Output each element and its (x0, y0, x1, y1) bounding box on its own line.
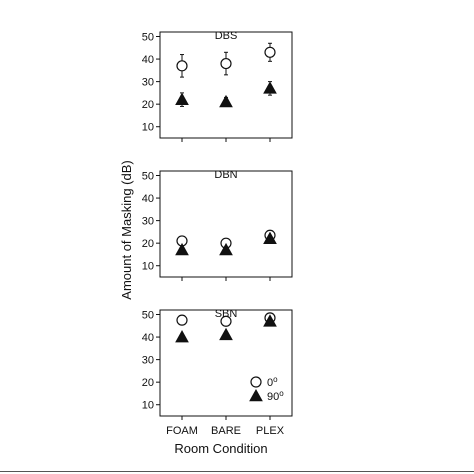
legend-label: 90o (267, 389, 284, 403)
bottom-divider (0, 471, 474, 472)
data-point-triangle (175, 330, 189, 343)
y-tick-label: 50 (142, 310, 154, 322)
series-90deg (175, 231, 277, 256)
y-tick-label: 10 (142, 400, 154, 412)
panel-dbn: DBN 10 20 30 40 50 (142, 169, 293, 281)
x-tick-label: BARE (211, 425, 241, 437)
series-0deg (176, 42, 276, 78)
x-axis-label: Room Condition (174, 441, 267, 456)
data-point-triangle (263, 314, 277, 327)
y-tick-label: 30 (142, 355, 154, 367)
legend-item: 90o (249, 388, 284, 403)
y-tick-label: 40 (142, 54, 154, 66)
y-tick-label: 40 (142, 193, 154, 205)
data-point-triangle (219, 327, 233, 341)
y-tick-label: 10 (142, 122, 154, 134)
legend-marker-circle (250, 376, 262, 388)
y-tick-label: 20 (142, 377, 154, 389)
y-tick-label: 30 (142, 216, 154, 228)
series-90deg (175, 81, 277, 108)
y-axis-label: Amount of Masking (dB) (119, 160, 134, 299)
data-point-circle (220, 315, 232, 327)
x-tick-label: PLEX (256, 425, 285, 437)
y-tick-label: 50 (142, 171, 154, 183)
data-point-circle (220, 57, 232, 70)
chart-panels: DBS 10 20 30 40 50 DBN 10 20 30 40 50 SBN 10 20 30 40 50 F… (142, 30, 293, 437)
plot-frame (159, 170, 293, 278)
series-90deg (175, 314, 277, 343)
y-tick-label: 40 (142, 332, 154, 344)
legend-label: 0o (267, 375, 278, 389)
legend-marker-triangle (249, 388, 263, 402)
y-tick-label: 20 (142, 238, 154, 250)
panel-title: SBN (215, 308, 238, 320)
data-point-triangle (219, 94, 233, 108)
panel-dbs: DBS 10 20 30 40 50 (142, 30, 293, 142)
data-point-circle (176, 60, 188, 72)
data-point-triangle (263, 231, 277, 244)
data-point-triangle (219, 242, 233, 256)
y-tick-label: 30 (142, 77, 154, 89)
panel-title: DBN (214, 169, 237, 181)
panel-sbn: SBN 10 20 30 40 50 FOAM BARE PLEX (142, 308, 293, 437)
x-tick-label: FOAM (166, 425, 198, 437)
y-tick-label: 20 (142, 99, 154, 111)
data-point-circle (176, 314, 188, 326)
legend-item: 0o (250, 375, 278, 389)
data-point-triangle (175, 242, 189, 256)
data-point-triangle (175, 92, 189, 105)
y-tick-label: 50 (142, 32, 154, 44)
data-point-triangle (263, 81, 277, 94)
panel-title: DBS (215, 30, 238, 42)
y-tick-label: 10 (142, 261, 154, 273)
data-point-circle (264, 46, 276, 58)
